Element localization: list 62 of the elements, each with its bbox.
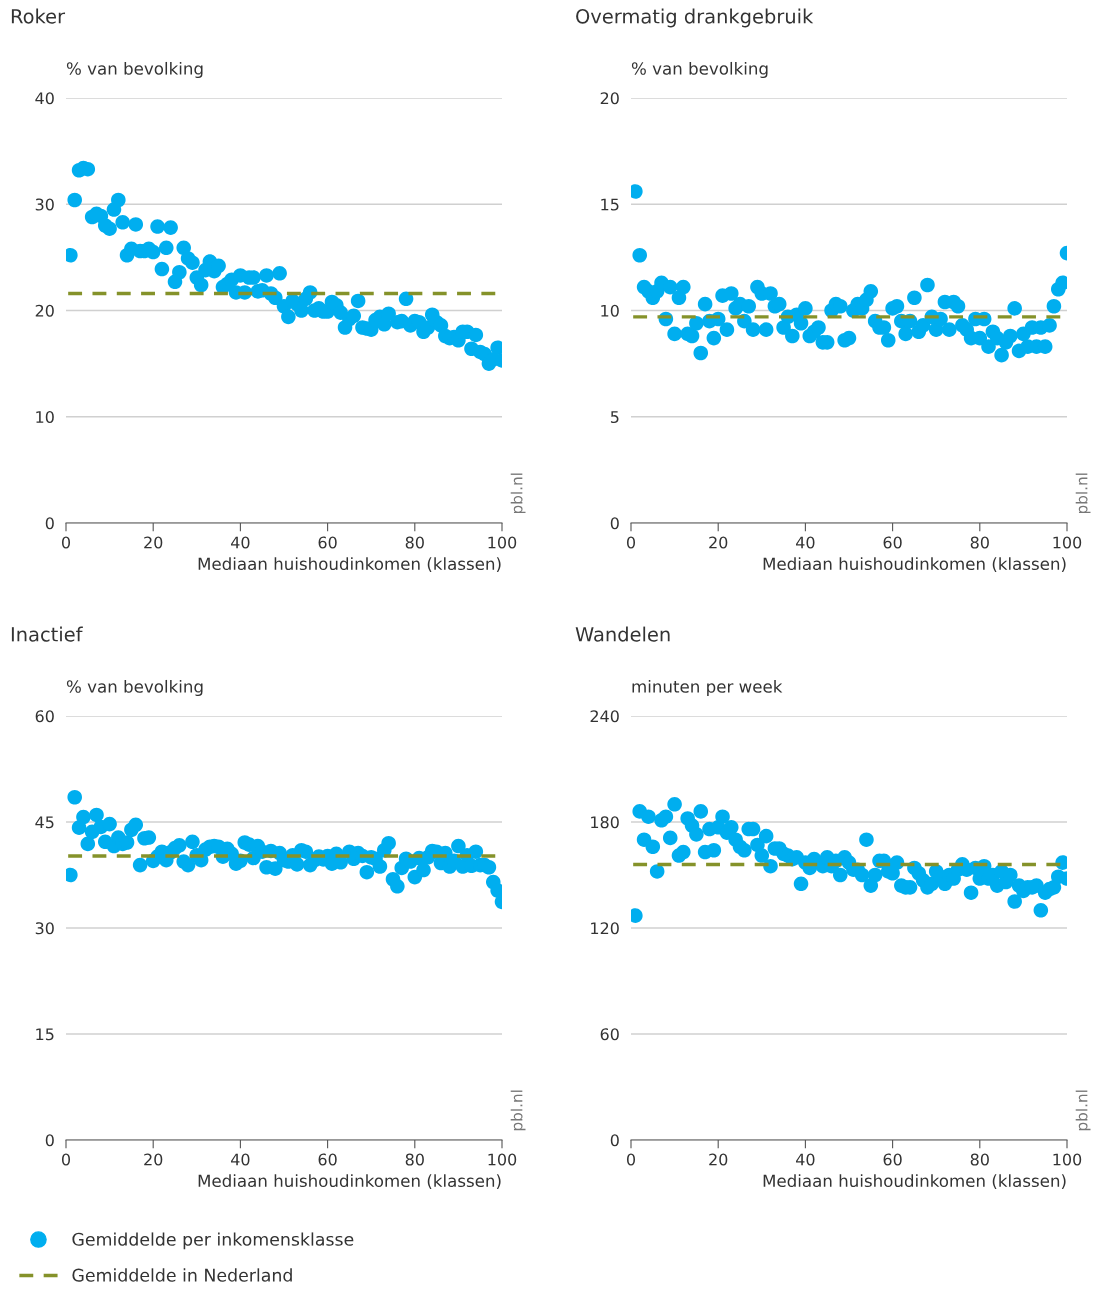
y-tick-label: 30 <box>35 198 54 211</box>
y-axis-title: % van bevolking <box>66 61 203 79</box>
y-tick-label: 0 <box>610 1134 619 1147</box>
text: pbl.nl <box>510 1090 526 1131</box>
y-tick-label: 5 <box>610 411 619 424</box>
y-tick-label: 40 <box>35 92 54 105</box>
y-tick-label: 15 <box>36 1028 54 1041</box>
legend-label: Gemiddelde in Nederland <box>72 1268 292 1282</box>
x-tick-label: 20 <box>144 1153 163 1166</box>
legend-label: Gemiddelde per inkomensklasse <box>72 1232 354 1250</box>
y-axis-title: % van bevolking <box>631 61 768 79</box>
x-tick-label: 80 <box>405 1153 424 1166</box>
y-tick-label: 45 <box>35 816 54 829</box>
chart-title: Inactief <box>11 626 83 642</box>
y-tick-label: 30 <box>35 922 54 935</box>
x-tick-label: 60 <box>883 536 902 549</box>
x-tick-label: 60 <box>883 1153 902 1166</box>
x-tick-label: 0 <box>626 1153 636 1166</box>
y-tick-label: 15 <box>601 198 619 211</box>
y-tick-label: 20 <box>600 92 619 105</box>
y-tick-label: 10 <box>601 304 619 317</box>
y-tick-label: 20 <box>35 304 54 317</box>
x-axis-title: Mediaan huishoudinkomen (klassen) <box>763 557 1066 573</box>
y-tick-label: 240 <box>590 710 619 723</box>
y-tick-label: 60 <box>600 1028 619 1041</box>
y-tick-label: 0 <box>610 517 619 530</box>
text: pbl.nl <box>510 473 526 514</box>
y-tick-label: 0 <box>45 517 54 530</box>
y-tick-label: 60 <box>35 710 54 723</box>
chart-title: Overmatig drankgebruik <box>576 8 814 28</box>
text: pbl.nl <box>1075 473 1091 514</box>
text: pbl.nl <box>1075 1090 1091 1131</box>
y-axis-title: minuten per week <box>632 679 783 697</box>
x-axis-title: Mediaan huishoudinkomen (klassen) <box>198 557 501 573</box>
chart-title: Wandelen <box>575 626 670 642</box>
x-tick-label: 40 <box>231 536 250 549</box>
x-tick-label: 0 <box>626 536 636 549</box>
x-tick-label: 80 <box>970 536 989 549</box>
x-tick-label: 100 <box>1053 536 1082 549</box>
x-tick-label: 80 <box>970 1153 989 1166</box>
y-tick-label: 10 <box>36 410 54 424</box>
chart-title: Roker <box>11 8 66 24</box>
x-tick-label: 100 <box>1053 1153 1082 1166</box>
x-tick-label: 100 <box>488 536 517 549</box>
y-tick-label: 120 <box>591 922 619 935</box>
x-tick-label: 60 <box>318 536 337 549</box>
x-tick-label: 40 <box>231 1153 250 1166</box>
x-tick-label: 80 <box>405 536 424 549</box>
x-tick-label: 100 <box>488 1153 517 1166</box>
y-tick-label: 180 <box>591 816 619 829</box>
x-tick-label: 20 <box>709 536 728 549</box>
x-tick-label: 20 <box>709 1153 728 1166</box>
y-tick-label: 0 <box>45 1134 54 1147</box>
x-tick-label: 20 <box>144 536 163 549</box>
x-tick-label: 0 <box>61 536 71 549</box>
x-tick-label: 60 <box>318 1153 337 1166</box>
x-axis-title: Mediaan huishoudinkomen (klassen) <box>763 1174 1066 1190</box>
x-tick-label: 40 <box>796 536 815 549</box>
x-tick-label: 40 <box>796 1153 815 1166</box>
x-axis-title: Mediaan huishoudinkomen (klassen) <box>198 1174 501 1190</box>
y-axis-title: % van bevolking <box>66 679 203 697</box>
x-tick-label: 0 <box>61 1153 71 1166</box>
